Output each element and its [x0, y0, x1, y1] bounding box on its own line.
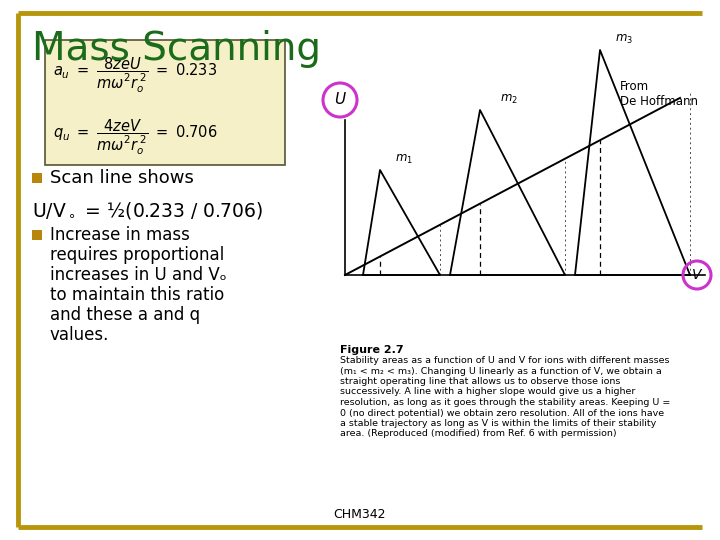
Polygon shape: [575, 50, 690, 275]
Text: successively. A line with a higher slope would give us a higher: successively. A line with a higher slope…: [340, 388, 635, 396]
Text: $m_2$: $m_2$: [500, 93, 518, 106]
Text: a stable trajectory as long as V is within the limits of their stability: a stable trajectory as long as V is with…: [340, 419, 656, 428]
Polygon shape: [450, 110, 565, 275]
Text: From
De Hoffmann: From De Hoffmann: [620, 80, 698, 108]
Polygon shape: [363, 170, 440, 275]
Text: $a_u\ =\ \dfrac{8zeU}{m\omega^2 r_o^{\,2}}\ =\ 0.233$: $a_u\ =\ \dfrac{8zeU}{m\omega^2 r_o^{\,2…: [53, 55, 217, 95]
Text: $m_1$: $m_1$: [395, 153, 413, 166]
Text: Figure 2.7: Figure 2.7: [340, 345, 404, 355]
Text: area. (Reproduced (modified) from Ref. 6 with permission): area. (Reproduced (modified) from Ref. 6…: [340, 429, 616, 438]
Text: (m₁ < m₂ < m₃). Changing U linearly as a function of V, we obtain a: (m₁ < m₂ < m₃). Changing U linearly as a…: [340, 367, 662, 375]
Text: resolution, as long as it goes through the stability areas. Keeping U =: resolution, as long as it goes through t…: [340, 398, 670, 407]
Text: U: U: [334, 92, 346, 107]
FancyBboxPatch shape: [32, 230, 42, 240]
Text: values.: values.: [50, 326, 109, 344]
Text: straight operating line that allows us to observe those ions: straight operating line that allows us t…: [340, 377, 621, 386]
Text: $m_3$: $m_3$: [615, 33, 633, 46]
Text: Mass Scanning: Mass Scanning: [32, 30, 321, 68]
Text: Stability areas as a function of U and V for ions with different masses: Stability areas as a function of U and V…: [340, 356, 670, 365]
Text: Increase in mass: Increase in mass: [50, 226, 190, 244]
Text: CHM342: CHM342: [334, 509, 386, 522]
Text: U/V$_\circ$ = ½(0.233 / 0.706): U/V$_\circ$ = ½(0.233 / 0.706): [32, 200, 263, 221]
FancyBboxPatch shape: [32, 173, 42, 183]
Text: requires proportional: requires proportional: [50, 246, 224, 264]
Text: 0 (no direct potential) we obtain zero resolution. All of the ions have: 0 (no direct potential) we obtain zero r…: [340, 408, 664, 417]
Text: increases in U and Vₒ: increases in U and Vₒ: [50, 266, 227, 284]
Text: $q_u\ =\ \dfrac{4zeV}{m\omega^2 r_o^{\,2}}\ =\ 0.706$: $q_u\ =\ \dfrac{4zeV}{m\omega^2 r_o^{\,2…: [53, 117, 217, 157]
Text: Scan line shows: Scan line shows: [50, 169, 194, 187]
Text: V: V: [692, 268, 702, 282]
Text: and these a and q: and these a and q: [50, 306, 200, 324]
Text: to maintain this ratio: to maintain this ratio: [50, 286, 224, 304]
FancyBboxPatch shape: [45, 40, 285, 165]
